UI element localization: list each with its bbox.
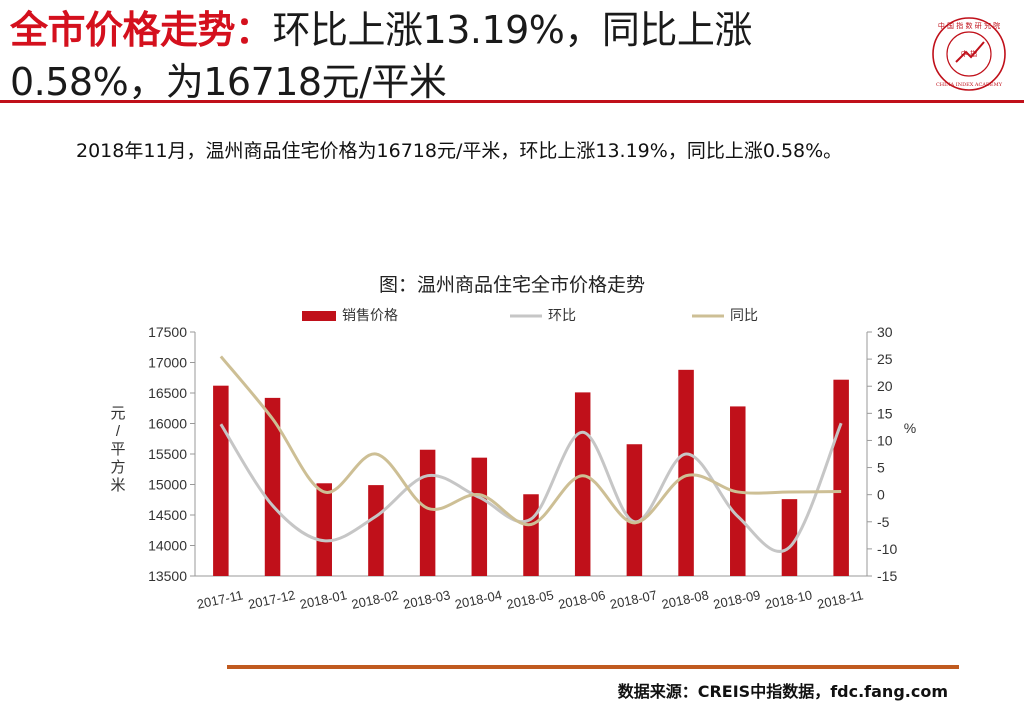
x-tick-label: 2018-09 — [712, 587, 762, 612]
y-axis-label-char: 元 — [110, 405, 125, 422]
x-tick-label: 2018-10 — [764, 587, 814, 612]
logo-text-bottom: CHINA INDEX ACADEMY — [936, 82, 1003, 88]
y2-tick-label: 15 — [877, 405, 893, 421]
footer-divider — [227, 665, 959, 669]
y-tick-label: 17000 — [148, 355, 187, 371]
bar-sales-price — [523, 494, 539, 576]
bar-sales-price — [368, 485, 384, 576]
title-divider — [0, 100, 1024, 103]
y-axis-label-char: / — [116, 423, 121, 440]
y-axis-label-char: 米 — [110, 477, 125, 494]
x-tick-label: 2018-08 — [660, 587, 710, 612]
bar-sales-price — [264, 397, 281, 576]
bar-sales-price — [471, 457, 488, 576]
bar-sales-price — [316, 483, 332, 576]
x-tick-label: 2018-03 — [402, 587, 452, 612]
x-tick-label: 2018-11 — [816, 587, 865, 611]
bar-sales-price — [574, 392, 591, 576]
y2-tick-label: 20 — [877, 378, 893, 394]
bar-sales-price — [833, 379, 849, 576]
x-tick-label: 2018-01 — [298, 587, 348, 612]
logo-text-center: 中 指 — [961, 49, 977, 58]
bar-sales-price — [626, 444, 643, 576]
x-tick-label: 2017-12 — [247, 587, 297, 612]
y-axis-label-char: 平 — [110, 441, 125, 458]
page-title: 全市价格走势：环比上涨13.19%，同比上涨 0.58%，为16718元/平米 — [10, 4, 910, 108]
legend-label-yoy: 同比 — [730, 307, 758, 323]
y-tick-label: 17500 — [148, 324, 187, 340]
y2-tick-label: 10 — [877, 432, 893, 448]
title-line1: 环比上涨13.19%，同比上涨 — [272, 8, 753, 52]
y2-tick-label: 5 — [877, 460, 885, 476]
bar-sales-price — [781, 499, 798, 576]
y-axis-label-char: 方 — [110, 459, 125, 476]
x-tick-label: 2017-11 — [195, 587, 244, 611]
y2-tick-label: -15 — [877, 568, 897, 584]
y-tick-label: 13500 — [148, 568, 187, 584]
china-index-academy-logo: 中 国 指 数 研 究 院 中 指 CHINA INDEX ACADEMY — [932, 17, 1006, 91]
x-tick-label: 2018-07 — [609, 587, 659, 612]
summary-text: 2018年11月，温州商品住宅价格为16718元/平米，环比上涨13.19%，同… — [76, 140, 843, 162]
x-tick-label: 2018-05 — [505, 587, 555, 612]
y2-axis-label: % — [904, 420, 916, 436]
y2-tick-label: 0 — [877, 487, 885, 503]
legend-label-sales: 销售价格 — [342, 307, 398, 323]
bar-sales-price — [419, 449, 436, 576]
y-tick-label: 15500 — [148, 446, 187, 462]
y2-tick-label: 30 — [877, 324, 893, 340]
x-tick-label: 2018-06 — [557, 587, 607, 612]
legend-swatch-sales — [302, 311, 336, 321]
y-tick-label: 15000 — [148, 477, 187, 493]
data-source: 数据来源：CREIS中指数据，fdc.fang.com — [617, 682, 948, 701]
line-yoy — [219, 355, 842, 526]
y-tick-label: 16000 — [148, 416, 187, 432]
title-line2: 0.58%，为16718元/平米 — [10, 60, 447, 104]
bar-sales-price — [213, 385, 229, 576]
x-tick-label: 2018-02 — [350, 587, 400, 612]
line-mom — [219, 422, 843, 553]
legend-label-mom: 环比 — [548, 307, 576, 323]
y2-tick-label: -10 — [877, 541, 897, 557]
y2-tick-label: -5 — [877, 514, 890, 530]
x-tick-label: 2018-04 — [453, 587, 503, 612]
y-tick-label: 16500 — [148, 385, 187, 401]
title-highlight: 全市价格走势： — [10, 8, 273, 52]
chart-title: 图：温州商品住宅全市价格走势 — [378, 274, 645, 296]
y-tick-label: 14000 — [148, 538, 187, 554]
y-tick-label: 14500 — [148, 507, 187, 523]
y2-tick-label: 25 — [877, 351, 893, 367]
logo-text-top: 中 国 指 数 研 究 院 — [938, 21, 1000, 30]
bar-sales-price — [678, 369, 694, 576]
